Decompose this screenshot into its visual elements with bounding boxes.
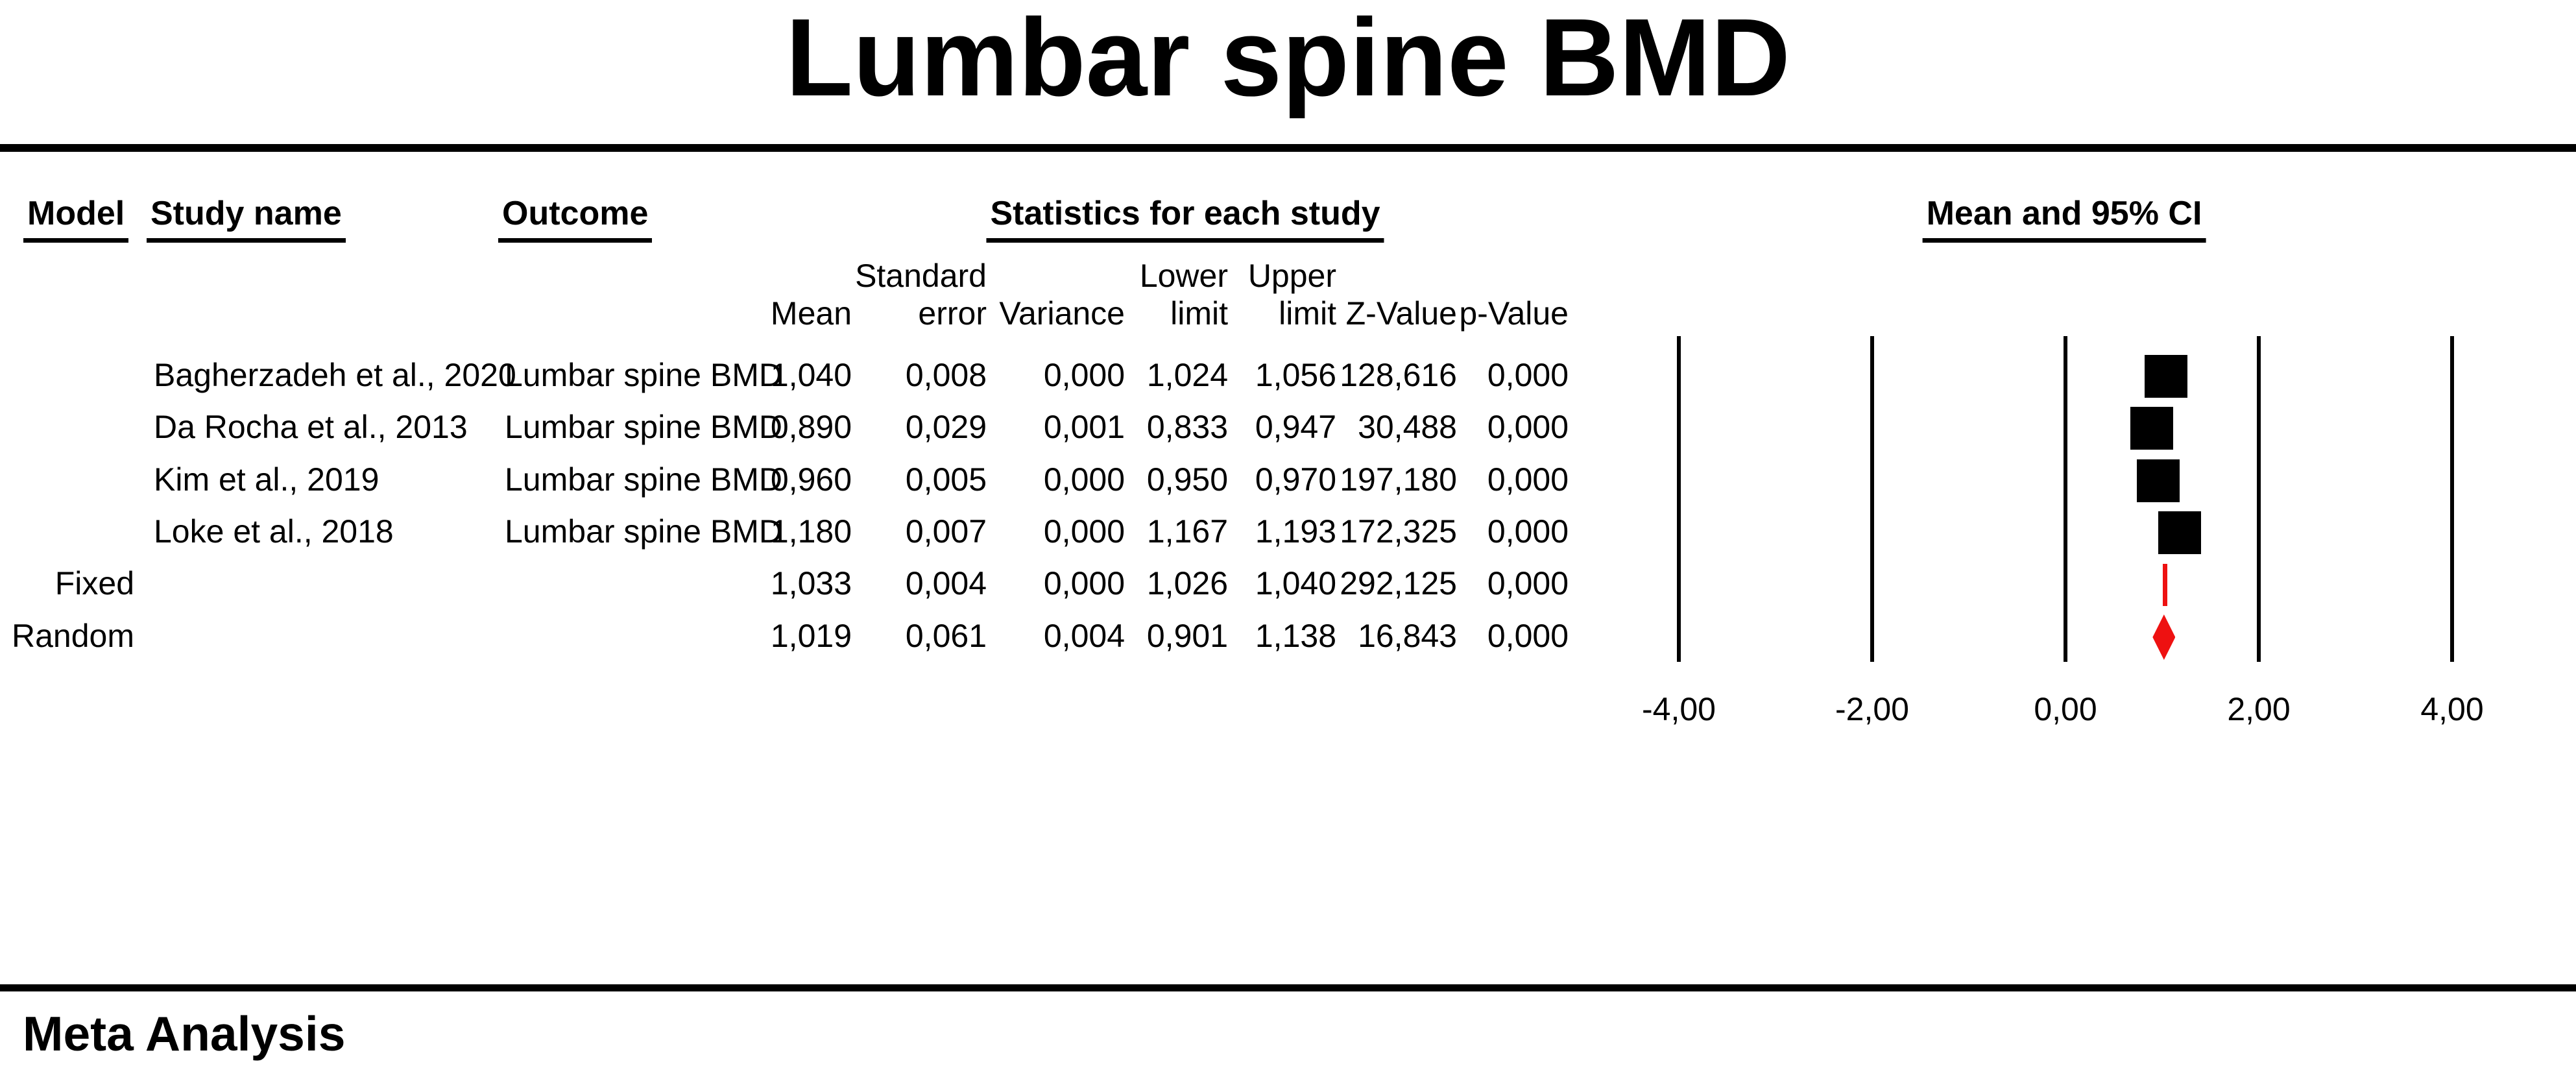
- row-study-name: Bagherzadeh et al., 2020: [154, 357, 516, 393]
- row-lower-limit: 1,167: [1146, 513, 1228, 550]
- axis-gridline: [2064, 336, 2067, 662]
- bottom-rule: [0, 984, 2576, 991]
- figure-title: Lumbar spine BMD: [785, 0, 1790, 119]
- row-p-value: 0,000: [1487, 618, 1569, 654]
- row-standard-error: 0,008: [905, 357, 987, 393]
- column-header-model: Model: [23, 197, 129, 243]
- row-mean: 1,019: [770, 618, 852, 654]
- row-study-name: Da Rocha et al., 2013: [154, 409, 468, 445]
- subheader-standard: Standard: [855, 258, 987, 294]
- row-mean: 0,960: [770, 461, 852, 498]
- row-standard-error: 0,029: [905, 409, 987, 445]
- subheader-lower-limit: limit: [1170, 295, 1228, 332]
- row-p-value: 0,000: [1487, 461, 1569, 498]
- row-lower-limit: 1,026: [1146, 565, 1228, 601]
- axis-tick-label: -2,00: [1835, 691, 1909, 727]
- row-model-label: Random: [12, 618, 134, 654]
- axis-tick-label: -4,00: [1642, 691, 1716, 727]
- row-variance: 0,000: [1043, 357, 1125, 393]
- row-outcome: Lumbar spine BMD: [505, 513, 782, 550]
- row-mean: 1,040: [770, 357, 852, 393]
- row-lower-limit: 0,950: [1146, 461, 1228, 498]
- row-mean: 0,890: [770, 409, 852, 445]
- row-z-value: 16,843: [1358, 618, 1457, 654]
- axis-gridline: [1677, 336, 1681, 662]
- row-mean: 1,180: [770, 513, 852, 550]
- subheader-upper: Upper: [1247, 258, 1336, 294]
- row-standard-error: 0,007: [905, 513, 987, 550]
- row-z-value: 128,616: [1340, 357, 1457, 393]
- subheader-z-value: Z-Value: [1345, 295, 1457, 332]
- row-study-name: Loke et al., 2018: [154, 513, 394, 550]
- axis-gridline: [2257, 336, 2261, 662]
- study-mean-square: [2130, 407, 2173, 450]
- subheader-mean: Mean: [770, 295, 852, 332]
- top-rule: [0, 144, 2576, 152]
- row-p-value: 0,000: [1487, 565, 1569, 601]
- subheader-variance: Variance: [999, 295, 1125, 332]
- subheader-p-value: p-Value: [1459, 295, 1569, 332]
- row-z-value: 172,325: [1340, 513, 1457, 550]
- axis-gridline: [2450, 336, 2454, 662]
- row-standard-error: 0,004: [905, 565, 987, 601]
- row-outcome: Lumbar spine BMD: [505, 461, 782, 498]
- subheader-upper-limit: limit: [1279, 295, 1336, 332]
- row-variance: 0,004: [1043, 618, 1125, 654]
- axis-tick-label: 4,00: [2420, 691, 2484, 727]
- row-variance: 0,000: [1043, 513, 1125, 550]
- row-outcome: Lumbar spine BMD: [505, 409, 782, 445]
- row-outcome: Lumbar spine BMD: [505, 357, 782, 393]
- row-variance: 0,000: [1043, 565, 1125, 601]
- study-mean-square: [2137, 459, 2180, 502]
- subheader-lower: Lower: [1139, 258, 1228, 294]
- row-z-value: 197,180: [1340, 461, 1457, 498]
- column-header-study-name: Study name: [147, 197, 346, 243]
- study-mean-square: [2144, 355, 2187, 398]
- row-lower-limit: 1,024: [1146, 357, 1228, 393]
- row-lower-limit: 0,901: [1146, 618, 1228, 654]
- row-z-value: 30,488: [1358, 409, 1457, 445]
- row-upper-limit: 0,947: [1255, 409, 1336, 445]
- row-upper-limit: 1,193: [1255, 513, 1336, 550]
- axis-tick-label: 2,00: [2227, 691, 2291, 727]
- column-header-mean-ci: Mean and 95% CI: [1922, 197, 2206, 243]
- row-lower-limit: 0,833: [1146, 409, 1228, 445]
- row-variance: 0,000: [1043, 461, 1125, 498]
- row-upper-limit: 1,056: [1255, 357, 1336, 393]
- subheader-error: error: [918, 295, 987, 332]
- row-p-value: 0,000: [1487, 357, 1569, 393]
- row-p-value: 0,000: [1487, 409, 1569, 445]
- row-upper-limit: 1,040: [1255, 565, 1336, 601]
- row-p-value: 0,000: [1487, 513, 1569, 550]
- meta-analysis-label: Meta Analysis: [23, 1006, 346, 1061]
- axis-tick-label: 0,00: [2034, 691, 2097, 727]
- study-mean-square: [2158, 511, 2201, 554]
- row-upper-limit: 0,970: [1255, 461, 1336, 498]
- row-z-value: 292,125: [1340, 565, 1457, 601]
- axis-gridline: [1870, 336, 1874, 662]
- column-header-outcome: Outcome: [498, 197, 653, 243]
- fixed-effect-marker: [2163, 563, 2168, 606]
- row-standard-error: 0,061: [905, 618, 987, 654]
- row-upper-limit: 1,138: [1255, 618, 1336, 654]
- row-standard-error: 0,005: [905, 461, 987, 498]
- row-model-label: Fixed: [54, 565, 134, 601]
- row-study-name: Kim et al., 2019: [154, 461, 379, 498]
- row-mean: 1,033: [770, 565, 852, 601]
- row-variance: 0,001: [1043, 409, 1125, 445]
- random-effect-diamond: [2152, 614, 2176, 660]
- column-header-statistics: Statistics for each study: [986, 197, 1384, 243]
